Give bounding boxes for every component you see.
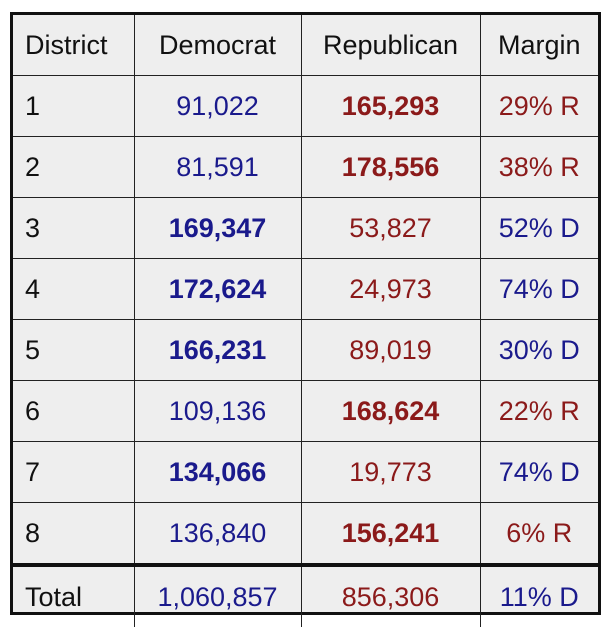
total-republican: 856,306 bbox=[300, 563, 481, 627]
total-democrat: 1,060,857 bbox=[133, 563, 302, 627]
margin-value: 38% R bbox=[479, 136, 598, 198]
margin-value: 29% R bbox=[479, 75, 598, 137]
margin-value: 52% D bbox=[479, 197, 598, 259]
results-table-container: District Democrat Republican Margin 1 91,… bbox=[10, 12, 601, 627]
democrat-votes: 136,840 bbox=[133, 502, 302, 565]
democrat-votes: 109,136 bbox=[133, 380, 302, 442]
republican-votes: 24,973 bbox=[300, 258, 481, 320]
district-number: 7 bbox=[13, 441, 135, 503]
democrat-votes: 166,231 bbox=[133, 319, 302, 381]
republican-votes: 168,624 bbox=[300, 380, 481, 442]
district-results-table: District Democrat Republican Margin 1 91,… bbox=[13, 15, 598, 627]
district-row: 6 109,136 168,624 22% R bbox=[13, 380, 598, 442]
district-number: 3 bbox=[13, 197, 135, 259]
democrat-votes: 81,591 bbox=[133, 136, 302, 198]
margin-value: 30% D bbox=[479, 319, 598, 381]
democrat-votes: 91,022 bbox=[133, 75, 302, 137]
district-row: 3 169,347 53,827 52% D bbox=[13, 197, 598, 259]
democrat-votes: 169,347 bbox=[133, 197, 302, 259]
header-margin: Margin bbox=[479, 15, 598, 76]
margin-value: 6% R bbox=[479, 502, 598, 565]
total-label: Total bbox=[13, 563, 135, 627]
header-republican: Republican bbox=[300, 15, 481, 76]
district-row: 5 166,231 89,019 30% D bbox=[13, 319, 598, 381]
total-margin: 11% D bbox=[479, 563, 598, 627]
district-number: 6 bbox=[13, 380, 135, 442]
district-number: 1 bbox=[13, 75, 135, 137]
republican-votes: 19,773 bbox=[300, 441, 481, 503]
header-district: District bbox=[13, 15, 135, 76]
margin-value: 74% D bbox=[479, 258, 598, 320]
republican-votes: 89,019 bbox=[300, 319, 481, 381]
republican-votes: 156,241 bbox=[300, 502, 481, 565]
total-row: Total 1,060,857 856,306 11% D bbox=[13, 563, 598, 627]
margin-value: 74% D bbox=[479, 441, 598, 503]
democrat-votes: 134,066 bbox=[133, 441, 302, 503]
district-number: 5 bbox=[13, 319, 135, 381]
district-number: 4 bbox=[13, 258, 135, 320]
district-row: 2 81,591 178,556 38% R bbox=[13, 136, 598, 198]
district-row: 7 134,066 19,773 74% D bbox=[13, 441, 598, 503]
democrat-votes: 172,624 bbox=[133, 258, 302, 320]
republican-votes: 178,556 bbox=[300, 136, 481, 198]
district-row: 8 136,840 156,241 6% R bbox=[13, 502, 598, 565]
republican-votes: 165,293 bbox=[300, 75, 481, 137]
district-row: 4 172,624 24,973 74% D bbox=[13, 258, 598, 320]
republican-votes: 53,827 bbox=[300, 197, 481, 259]
header-row: District Democrat Republican Margin bbox=[13, 15, 598, 76]
district-number: 8 bbox=[13, 502, 135, 565]
margin-value: 22% R bbox=[479, 380, 598, 442]
header-democrat: Democrat bbox=[133, 15, 302, 76]
district-number: 2 bbox=[13, 136, 135, 198]
district-row: 1 91,022 165,293 29% R bbox=[13, 75, 598, 137]
